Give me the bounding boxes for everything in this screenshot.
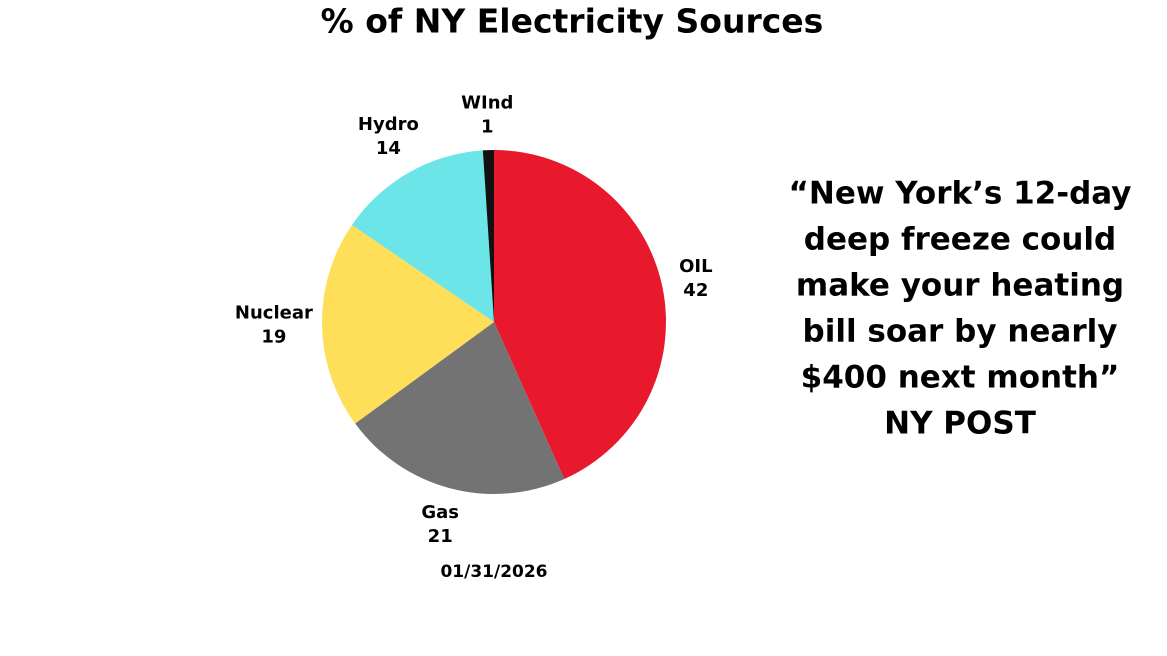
slice-value: 1 [481, 116, 494, 137]
slice-label: Gas [421, 502, 459, 523]
quote-line: $400 next month” [801, 360, 1120, 396]
slice-label: WInd [461, 92, 513, 113]
quote-line: deep freeze could [804, 222, 1116, 258]
quote-line: make your heating [796, 268, 1124, 304]
chart-title: % of NY Electricity Sources [321, 2, 824, 41]
pie-slice [322, 224, 494, 424]
pie-slice [494, 150, 666, 479]
quote-line: “New York’s 12-day [789, 176, 1132, 212]
pie-slice [482, 150, 494, 322]
slice-label: Nuclear [235, 303, 313, 324]
slice-value: 21 [428, 526, 453, 547]
pie-slice [351, 150, 494, 322]
slice-value: 42 [683, 280, 708, 301]
slice-value: 19 [261, 327, 286, 348]
quote-line: NY POST [884, 406, 1036, 442]
slice-label: Hydro [358, 114, 419, 135]
pie-slice [355, 322, 565, 494]
date: 01/31/2026 [440, 562, 547, 582]
slice-value: 14 [376, 138, 401, 159]
quote-line: bill soar by nearly [803, 314, 1118, 350]
slice-label: OIL [679, 256, 712, 277]
